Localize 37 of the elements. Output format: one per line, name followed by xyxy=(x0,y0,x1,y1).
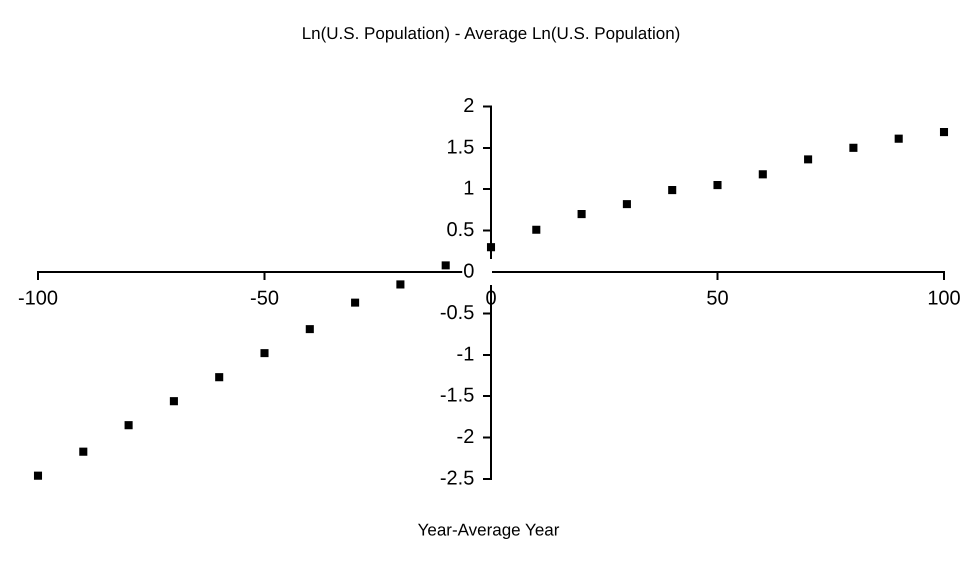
x-tick-label: -50 xyxy=(250,288,279,310)
y-tick-label: -1.5 xyxy=(440,384,491,407)
y-tick-label: -2.5 xyxy=(440,468,491,490)
point xyxy=(124,421,133,430)
point xyxy=(622,200,631,208)
x-axis-title: Year-Average Year xyxy=(418,520,560,540)
point xyxy=(396,280,404,288)
point xyxy=(894,134,903,143)
point xyxy=(713,181,722,190)
y-tick-label: 2 xyxy=(463,94,491,117)
point xyxy=(758,170,767,178)
point xyxy=(442,261,450,270)
point xyxy=(260,349,269,358)
y-tick-label: -0.5 xyxy=(440,302,474,324)
point xyxy=(170,397,178,406)
chart-title: Ln(U.S. Population) - Average Ln(U.S. Population) xyxy=(302,24,680,43)
point xyxy=(351,298,360,307)
y-tick-label: 1 xyxy=(463,178,491,200)
y-tick-label: 0 xyxy=(463,260,491,283)
point xyxy=(215,373,224,382)
x-tick-label: 100 xyxy=(927,288,961,310)
point xyxy=(79,448,88,456)
y-tick-label: 1.5 xyxy=(446,136,491,158)
point xyxy=(578,210,586,218)
point xyxy=(940,128,948,136)
x-tick-label: 50 xyxy=(706,288,729,310)
point xyxy=(306,325,314,334)
y-tick-label: -2 xyxy=(456,426,491,448)
point xyxy=(849,144,858,152)
y-tick-label: -1 xyxy=(456,343,491,366)
point xyxy=(34,472,42,480)
point xyxy=(532,226,540,234)
point xyxy=(804,155,812,164)
point xyxy=(668,186,676,194)
point xyxy=(486,243,496,252)
x-tick-label: -100 xyxy=(18,288,58,310)
y-tick-label: 0.5 xyxy=(446,219,491,242)
